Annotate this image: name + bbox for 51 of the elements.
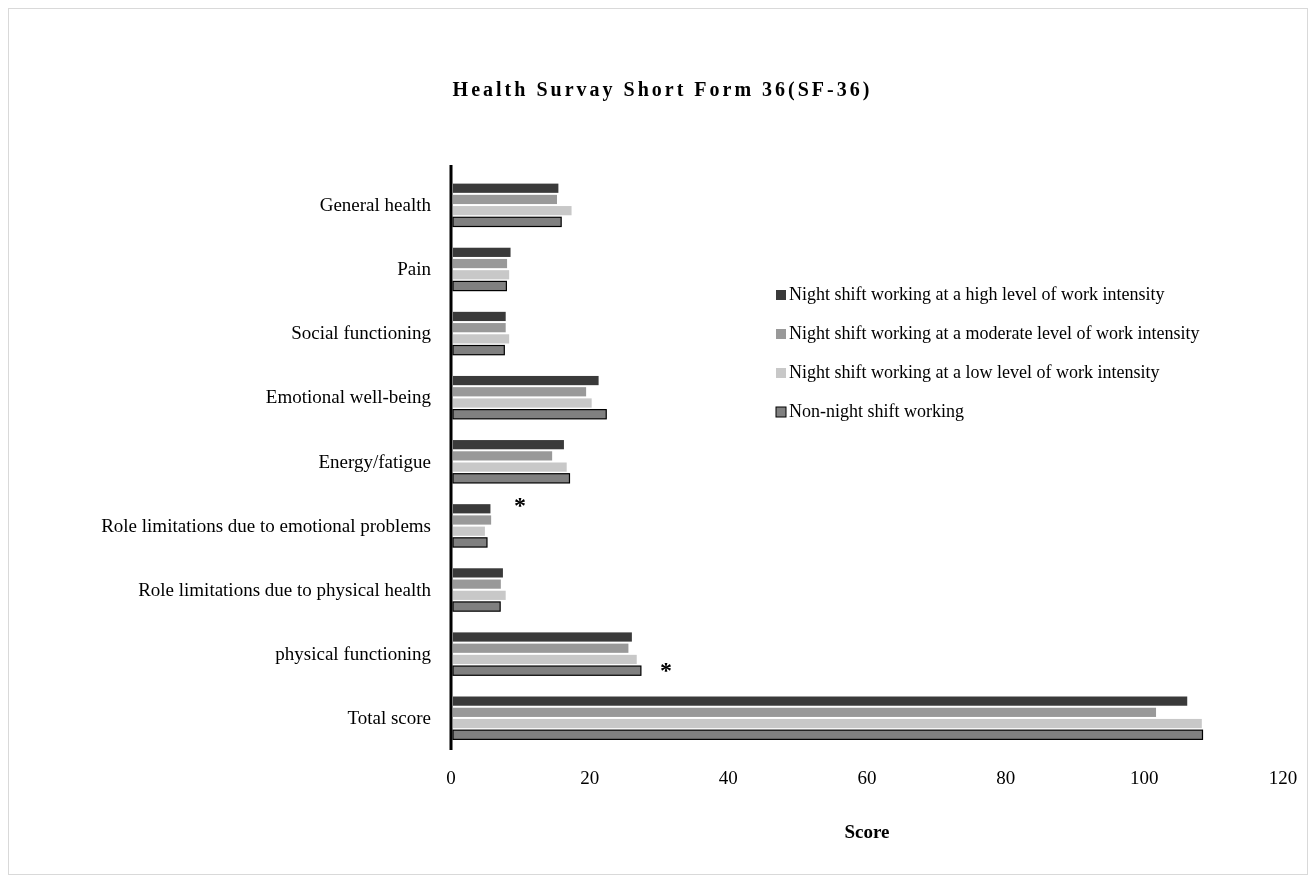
- x-tick-label: 100: [1130, 767, 1159, 788]
- bar: [453, 632, 632, 642]
- x-tick-label: 80: [996, 767, 1016, 788]
- x-tick-label: 20: [580, 767, 600, 788]
- bar: [453, 440, 564, 450]
- bar: [453, 643, 629, 653]
- bar: [453, 206, 572, 216]
- legend-label: Night shift working at a high level of work intensity: [789, 284, 1165, 304]
- bar: [453, 398, 592, 408]
- y-tick-label: Role limitations due to emotional problems: [101, 514, 431, 536]
- bar: [453, 718, 1202, 729]
- bar: [453, 247, 511, 257]
- bar: [453, 515, 492, 525]
- bar: [453, 696, 1188, 706]
- bar: [453, 568, 503, 578]
- legend-label: Night shift working at a low level of work intensity: [789, 362, 1160, 382]
- bar: [453, 270, 510, 280]
- bar: [453, 194, 557, 205]
- bar: [453, 590, 506, 600]
- bar: [453, 258, 508, 269]
- y-tick-label: General health: [319, 194, 432, 216]
- bar: [453, 654, 637, 665]
- y-tick-label: physical functioning: [275, 642, 432, 664]
- bar: [453, 311, 506, 322]
- y-tick-label: Pain: [397, 258, 432, 280]
- y-tick-label: Social functioning: [291, 322, 432, 344]
- annotation: *: [514, 492, 526, 518]
- y-tick-label: Energy/fatigue: [318, 450, 431, 472]
- y-tick-label: Total score: [347, 706, 431, 728]
- bar: [453, 334, 510, 344]
- bar: [453, 451, 553, 461]
- bar: [453, 387, 587, 397]
- x-axis-title: Score: [844, 821, 890, 842]
- bar: [453, 323, 506, 333]
- annotation: *: [660, 657, 672, 683]
- legend-label: Night shift working at a moderate level of work intensity: [789, 323, 1200, 343]
- y-tick-label: Emotional well-being: [265, 386, 432, 408]
- x-tick-label: 0: [446, 767, 456, 788]
- bar: [453, 504, 491, 514]
- legend-label: Non-night shift working: [789, 401, 964, 421]
- bar: [453, 707, 1157, 717]
- chart-title: Health Survay Short Form 36(SF-36): [452, 78, 873, 101]
- bar: [453, 462, 567, 472]
- bar: [453, 375, 599, 386]
- x-tick-label: 120: [1268, 767, 1298, 788]
- y-tick-label: Role limitations due to physical health: [138, 578, 432, 600]
- x-tick-label: 40: [718, 767, 738, 788]
- x-tick-label: 60: [857, 767, 877, 788]
- bar: [453, 183, 559, 193]
- bar: [453, 526, 485, 536]
- bar: [453, 579, 501, 589]
